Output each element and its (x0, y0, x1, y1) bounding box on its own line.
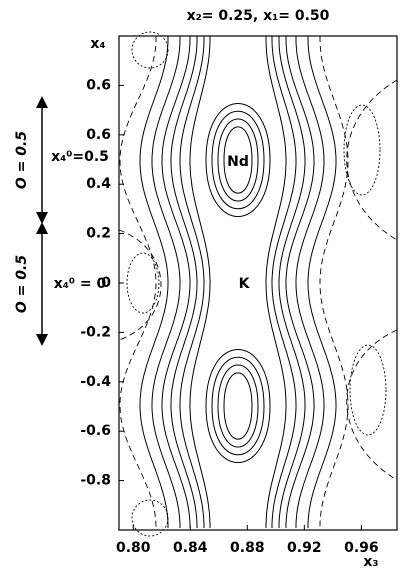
contour-line (151, 36, 181, 528)
y-tick-label: 0.2 (86, 226, 111, 242)
contours (118, 31, 398, 537)
annotation: O = 0.5 (14, 255, 30, 313)
contour-line (170, 36, 198, 528)
x-tick-label: 0.84 (173, 540, 208, 556)
x-tick-label: 0.92 (287, 540, 322, 556)
y-tick-label: -0.8 (80, 473, 111, 489)
contour-line (346, 329, 398, 481)
contour-line (205, 349, 271, 463)
y-tick-label: 0.6 (86, 77, 111, 93)
contour-line (131, 499, 169, 537)
contour-line (278, 36, 306, 528)
y-axis-label: x₄ (90, 36, 105, 52)
y-tick-label: -0.2 (80, 324, 111, 340)
contour-line (126, 252, 160, 314)
contour-line (205, 103, 271, 217)
contour-line (211, 356, 265, 456)
contour-line (118, 229, 162, 341)
contour-line (119, 35, 157, 529)
contour-line (223, 372, 253, 440)
contour-line (211, 110, 265, 210)
contour-line (346, 79, 398, 241)
y-tick-label: 0 (101, 275, 111, 291)
contour-line (139, 36, 169, 528)
x-tick-label: 0.80 (116, 540, 151, 556)
contour-line (265, 36, 287, 528)
annotation: K (239, 276, 251, 292)
contour-line (179, 36, 205, 528)
x-tick-label: 0.96 (344, 540, 379, 556)
y-tick-label: 0.6 (86, 127, 111, 143)
contour-line (217, 364, 259, 448)
annotation: Nd (227, 154, 249, 170)
y-tick-label: 0.4 (86, 176, 111, 192)
x-tick-label: 0.88 (230, 540, 265, 556)
x-axis-label: x₃ (363, 554, 378, 570)
annotation: x₄⁰ = 0 (54, 276, 107, 292)
contour-line (349, 344, 387, 436)
contour-line (161, 36, 191, 528)
chart-title: x₂= 0.25, x₁= 0.50 (187, 8, 330, 24)
contour-line (271, 36, 297, 528)
y-tick-label: -0.4 (80, 374, 111, 390)
contour-line (131, 31, 169, 69)
contour-line (217, 118, 259, 202)
contour-line (285, 36, 315, 528)
annotation: x₄⁰=0.5 (51, 149, 109, 165)
contour-line (343, 104, 381, 196)
contour-line (223, 126, 253, 194)
contour-line (295, 36, 325, 528)
annotation: O = 0.5 (14, 131, 30, 189)
contour-line (307, 36, 337, 528)
y-tick-label: -0.6 (80, 423, 111, 439)
contour-line (189, 36, 211, 528)
contour-line (319, 36, 349, 528)
